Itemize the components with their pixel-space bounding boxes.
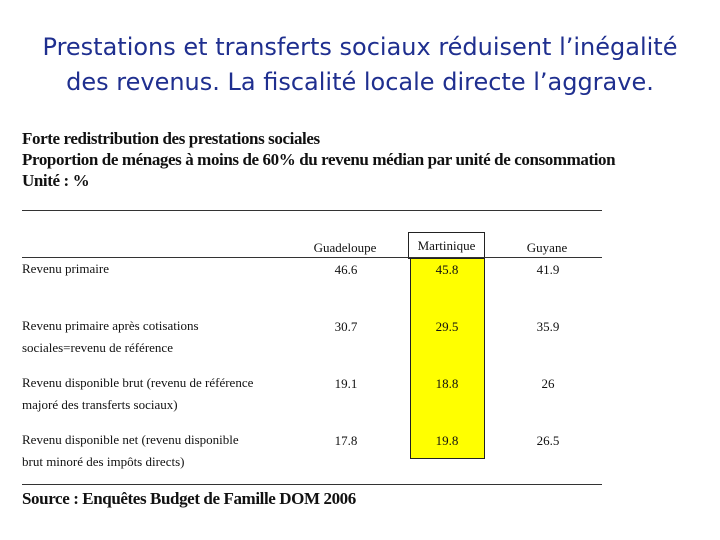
header-rule bbox=[22, 257, 602, 258]
slide-title: Prestations et transferts sociaux réduis… bbox=[0, 30, 720, 100]
column-header-guyane: Guyane bbox=[526, 240, 568, 255]
table-cell: 30.7 bbox=[334, 319, 358, 334]
table-subheading: Proportion de ménages à moins de 60% du … bbox=[22, 150, 616, 169]
martinique-highlight bbox=[410, 235, 485, 459]
table-cell: 45.8 bbox=[435, 262, 459, 277]
table-cell: 35.9 bbox=[536, 319, 560, 334]
column-header-martinique: Martinique bbox=[408, 232, 485, 259]
table-cell: 46.6 bbox=[334, 262, 358, 277]
table-row-label: Revenu primaire bbox=[22, 261, 109, 276]
table-cell: 18.8 bbox=[435, 376, 459, 391]
scanned-table-document: Forte redistribution des prestations soc… bbox=[22, 128, 702, 508]
column-header-guadeloupe: Guadeloupe bbox=[313, 240, 377, 255]
table-unit: Unité : % bbox=[22, 171, 90, 190]
top-rule bbox=[22, 210, 602, 211]
slide-title-line-2: des revenus. La fiscalité locale directe… bbox=[66, 68, 654, 96]
table-cell: 29.5 bbox=[435, 319, 459, 334]
table-row-label: Revenu disponible brut (revenu de référe… bbox=[22, 375, 254, 412]
table-row-label: Revenu primaire après cotisations social… bbox=[22, 318, 199, 355]
table-cell: 17.8 bbox=[334, 433, 358, 448]
table-source: Source : Enquêtes Budget de Famille DOM … bbox=[22, 489, 356, 508]
table-cell: 19.8 bbox=[435, 433, 459, 448]
table-cell: 41.9 bbox=[536, 262, 560, 277]
table-cell: 19.1 bbox=[334, 376, 358, 391]
bottom-rule bbox=[22, 484, 602, 485]
table-cell: 26.5 bbox=[536, 433, 560, 448]
table-row-label: Revenu disponible net (revenu disponible… bbox=[22, 432, 239, 469]
table-cell: 26 bbox=[541, 376, 555, 391]
slide-title-line-1: Prestations et transferts sociaux réduis… bbox=[42, 33, 678, 61]
table-heading: Forte redistribution des prestations soc… bbox=[22, 129, 320, 148]
